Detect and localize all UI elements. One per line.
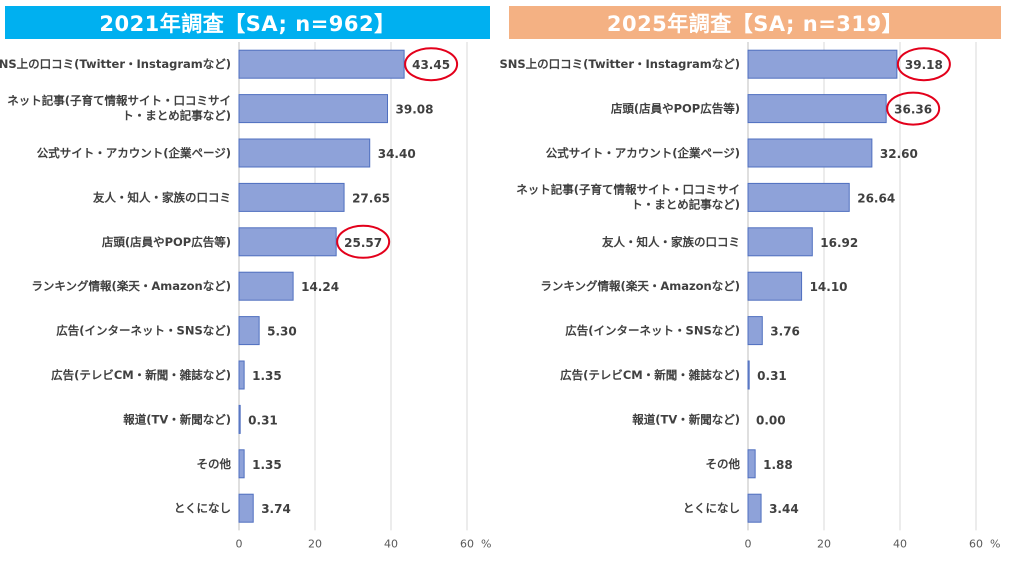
bar — [747, 49, 898, 79]
category-label: その他 — [197, 457, 232, 471]
x-tick-label: 0 — [236, 537, 243, 550]
category-label: ネット記事(子育て情報サイト・口コミサイ — [7, 94, 231, 108]
category-label: 友人・知人・家族の口コミ — [602, 235, 740, 249]
bar — [747, 271, 803, 301]
value-label: 0.31 — [757, 369, 787, 383]
bar — [747, 138, 873, 168]
category-label: 友人・知人・家族の口コミ — [93, 190, 231, 204]
category-label: ト・まとめ記事など) — [631, 197, 740, 211]
bar — [747, 449, 756, 479]
category-label: ランキング情報(楽天・Amazonなど) — [540, 279, 740, 293]
category-label: とくになし — [174, 501, 231, 515]
value-label: 25.57 — [344, 236, 382, 250]
bar — [747, 316, 763, 346]
value-label: 34.40 — [378, 147, 416, 161]
value-label: 3.44 — [769, 502, 799, 516]
highlight-circle — [336, 224, 391, 259]
x-tick-label: 0 — [745, 537, 752, 550]
category-label: 広告(インターネット・SNSなど) — [56, 324, 231, 338]
category-label: 公式サイト・アカウント(企業ページ) — [546, 146, 740, 160]
bar — [238, 493, 254, 523]
category-label: その他 — [706, 457, 741, 471]
value-label: 1.35 — [252, 458, 282, 472]
value-label: 26.64 — [857, 191, 895, 205]
value-label: 3.74 — [261, 502, 291, 516]
value-label: 3.76 — [770, 325, 800, 339]
category-label: 広告(テレビCM・新聞・雑誌など) — [560, 368, 740, 382]
bar — [747, 227, 813, 257]
bar — [238, 360, 245, 390]
value-label: 0.00 — [756, 413, 786, 427]
chart-title-2025: 2025年調査【SA; n=319】 — [509, 6, 1001, 39]
bar — [238, 449, 245, 479]
bar — [747, 94, 887, 124]
x-tick-label: 40 — [384, 537, 398, 550]
x-unit-label: % — [481, 537, 491, 550]
value-label: 16.92 — [820, 236, 858, 250]
x-tick-label: 40 — [893, 537, 907, 550]
x-tick-label: 20 — [817, 537, 831, 550]
category-label: SNS上の口コミ(Twitter・Instagramなど) — [0, 57, 231, 71]
category-label: 報道(TV・新聞など) — [632, 412, 740, 426]
value-label: 32.60 — [880, 147, 918, 161]
bar — [238, 138, 371, 168]
value-label: 1.88 — [763, 458, 793, 472]
chart-title-2021: 2021年調査【SA; n=962】 — [5, 6, 490, 39]
category-label: ト・まとめ記事など) — [122, 109, 231, 123]
value-label: 27.65 — [352, 191, 390, 205]
category-label: 報道(TV・新聞など) — [123, 412, 231, 426]
category-label: 店頭(店員やPOP広告等) — [102, 235, 231, 249]
value-label: 39.08 — [396, 103, 434, 117]
value-label: 43.45 — [412, 58, 450, 72]
highlight-circle — [404, 47, 459, 82]
bar — [747, 493, 762, 523]
bar — [747, 182, 850, 212]
value-label: 1.35 — [252, 369, 282, 383]
bar-chart-2021: 0 20 40 60 % SNS上の口コミ(Twitter・Instagramなど) 43.… — [0, 42, 491, 550]
bar — [238, 94, 389, 124]
value-label: 36.36 — [894, 103, 932, 117]
x-tick-label: 20 — [308, 537, 322, 550]
x-unit-label: % — [990, 537, 1000, 550]
x-tick-label: 60 — [969, 537, 983, 550]
category-label: ランキング情報(楽天・Amazonなど) — [31, 279, 231, 293]
category-label: ネット記事(子育て情報サイト・口コミサイ — [516, 182, 740, 196]
highlight-circle — [896, 47, 951, 82]
category-label: 公式サイト・アカウント(企業ページ) — [37, 146, 231, 160]
value-label: 39.18 — [905, 58, 943, 72]
category-label: とくになし — [683, 501, 740, 515]
category-label: 広告(テレビCM・新聞・雑誌など) — [51, 368, 231, 382]
bar — [238, 316, 260, 346]
highlight-circle — [886, 91, 941, 126]
bar — [238, 404, 241, 434]
bar — [238, 182, 345, 212]
value-label: 14.10 — [810, 280, 848, 294]
value-label: 5.30 — [267, 325, 297, 339]
category-label: 広告(インターネット・SNSなど) — [565, 324, 740, 338]
value-label: 14.24 — [301, 280, 339, 294]
bar — [747, 360, 750, 390]
bar — [238, 271, 294, 301]
value-label: 0.31 — [248, 413, 278, 427]
category-label: 店頭(店員やPOP広告等) — [611, 102, 740, 116]
x-tick-label: 60 — [460, 537, 474, 550]
category-label: SNS上の口コミ(Twitter・Instagramなど) — [499, 57, 740, 71]
bar — [238, 227, 337, 257]
bar — [238, 49, 405, 79]
